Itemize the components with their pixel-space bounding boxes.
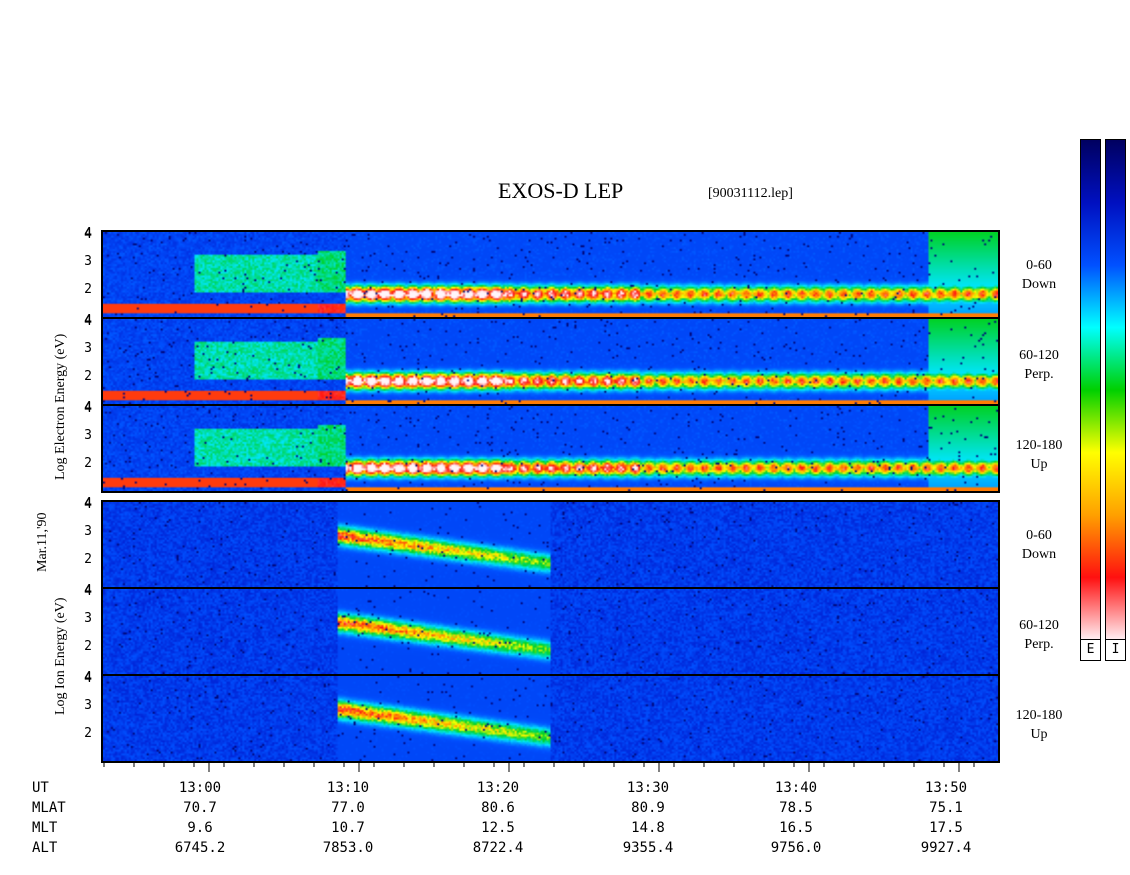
y-tick-label: 3 [84,524,92,540]
mlt-value: 17.5 [929,820,963,836]
time-axis [103,762,975,772]
ion-panel-down [101,500,1000,589]
mlat-value: 75.1 [929,800,963,816]
y-tick-label: 4 [84,670,92,686]
ion-colorbar: I [1105,139,1126,661]
alt-value: 8722.4 [472,840,524,856]
ion-colorbar-gradient [1106,140,1125,640]
ut-value: 13:30 [626,780,670,796]
ion-axis-label: Log Ion Energy (eV) [53,597,68,715]
ut-value: 13:50 [924,780,968,796]
electron-up-spectrogram [103,406,998,491]
electron-down-spectrogram [103,232,998,317]
mlat-value: 70.7 [183,800,217,816]
mlat-value: 77.0 [331,800,365,816]
y-tick-label: 3 [84,341,92,357]
electron-colorbar-gradient [1081,140,1100,640]
mlat-value: 80.6 [481,800,515,816]
chart-title: EXOS-D LEP [498,178,624,203]
ut-value: 13:40 [774,780,818,796]
mlt-value: 12.5 [481,820,515,836]
ion-colorbar-label: I [1106,639,1125,660]
mlat-row-label: MLAT [32,800,66,816]
alt-value: 9927.4 [920,840,972,856]
electron-panel-perp [101,317,1000,406]
electron-panel-up [101,404,1000,493]
ut-row-label: UT [32,780,49,796]
y-tick-label: 3 [84,254,92,270]
ion-down-spectrogram [103,502,998,587]
pitch-angle-label: 0-60 Down [1021,528,1057,562]
mlt-value: 10.7 [331,820,365,836]
y-tick-label: 3 [84,428,92,444]
alt-row-label: ALT [32,840,58,856]
ut-value: 13:10 [326,780,370,796]
mlt-value: 16.5 [779,820,813,836]
y-tick-label: 2 [84,456,92,472]
pitch-angle-label: 60-120 Perp. [1019,618,1059,652]
y-tick-label: 4 [84,670,92,685]
y-tick-label: 2 [84,639,92,655]
y-tick-label: 3 [84,698,92,714]
y-tick-label: 4 [84,226,92,241]
electron-colorbar-label: E [1081,639,1100,660]
date-label: Mar.11,'90 [35,512,50,572]
y-tick-label: 4 [84,313,92,329]
y-tick-label: 4 [84,400,92,415]
ut-value: 13:00 [178,780,222,796]
y-tick-label: 3 [84,611,92,627]
y-tick-label: 4 [84,313,92,328]
ut-value: 13:20 [476,780,520,796]
ion-panel-up [101,674,1000,763]
pitch-angle-label: 0-60 Down [1021,258,1057,292]
mlt-value: 14.8 [631,820,665,836]
y-tick-label: 4 [84,496,92,512]
electron-axis-label: Log Electron Energy (eV) [53,333,68,480]
mlat-value: 80.9 [631,800,665,816]
electron-panel-down [101,230,1000,319]
pitch-angle-label: 120-180 Up [1015,708,1063,742]
y-tick-label: 4 [84,226,92,242]
alt-value: 7853.0 [322,840,374,856]
electron-perp-spectrogram [103,319,998,404]
y-tick-label: 2 [84,282,92,298]
alt-value: 9355.4 [622,840,674,856]
y-tick-label: 4 [84,583,92,599]
electron-colorbar: E [1080,139,1101,661]
y-tick-label: 4 [84,400,92,416]
ion-perp-spectrogram [103,589,998,674]
file-label: [90031112.lep] [708,186,793,201]
y-tick-label: 4 [84,496,92,511]
pitch-angle-label: 120-180 Up [1015,438,1063,472]
y-tick-label: 2 [84,369,92,385]
y-tick-label: 2 [84,552,92,568]
ion-panel-perp [101,587,1000,676]
y-tick-label: 2 [84,726,92,742]
mlat-value: 78.5 [779,800,813,816]
ion-up-spectrogram [103,676,998,761]
y-tick-label: 4 [84,583,92,598]
mlt-value: 9.6 [187,820,213,836]
alt-value: 6745.2 [174,840,226,856]
mlt-row-label: MLT [32,820,58,836]
alt-value: 9756.0 [770,840,822,856]
pitch-angle-label: 60-120 Perp. [1019,348,1059,382]
